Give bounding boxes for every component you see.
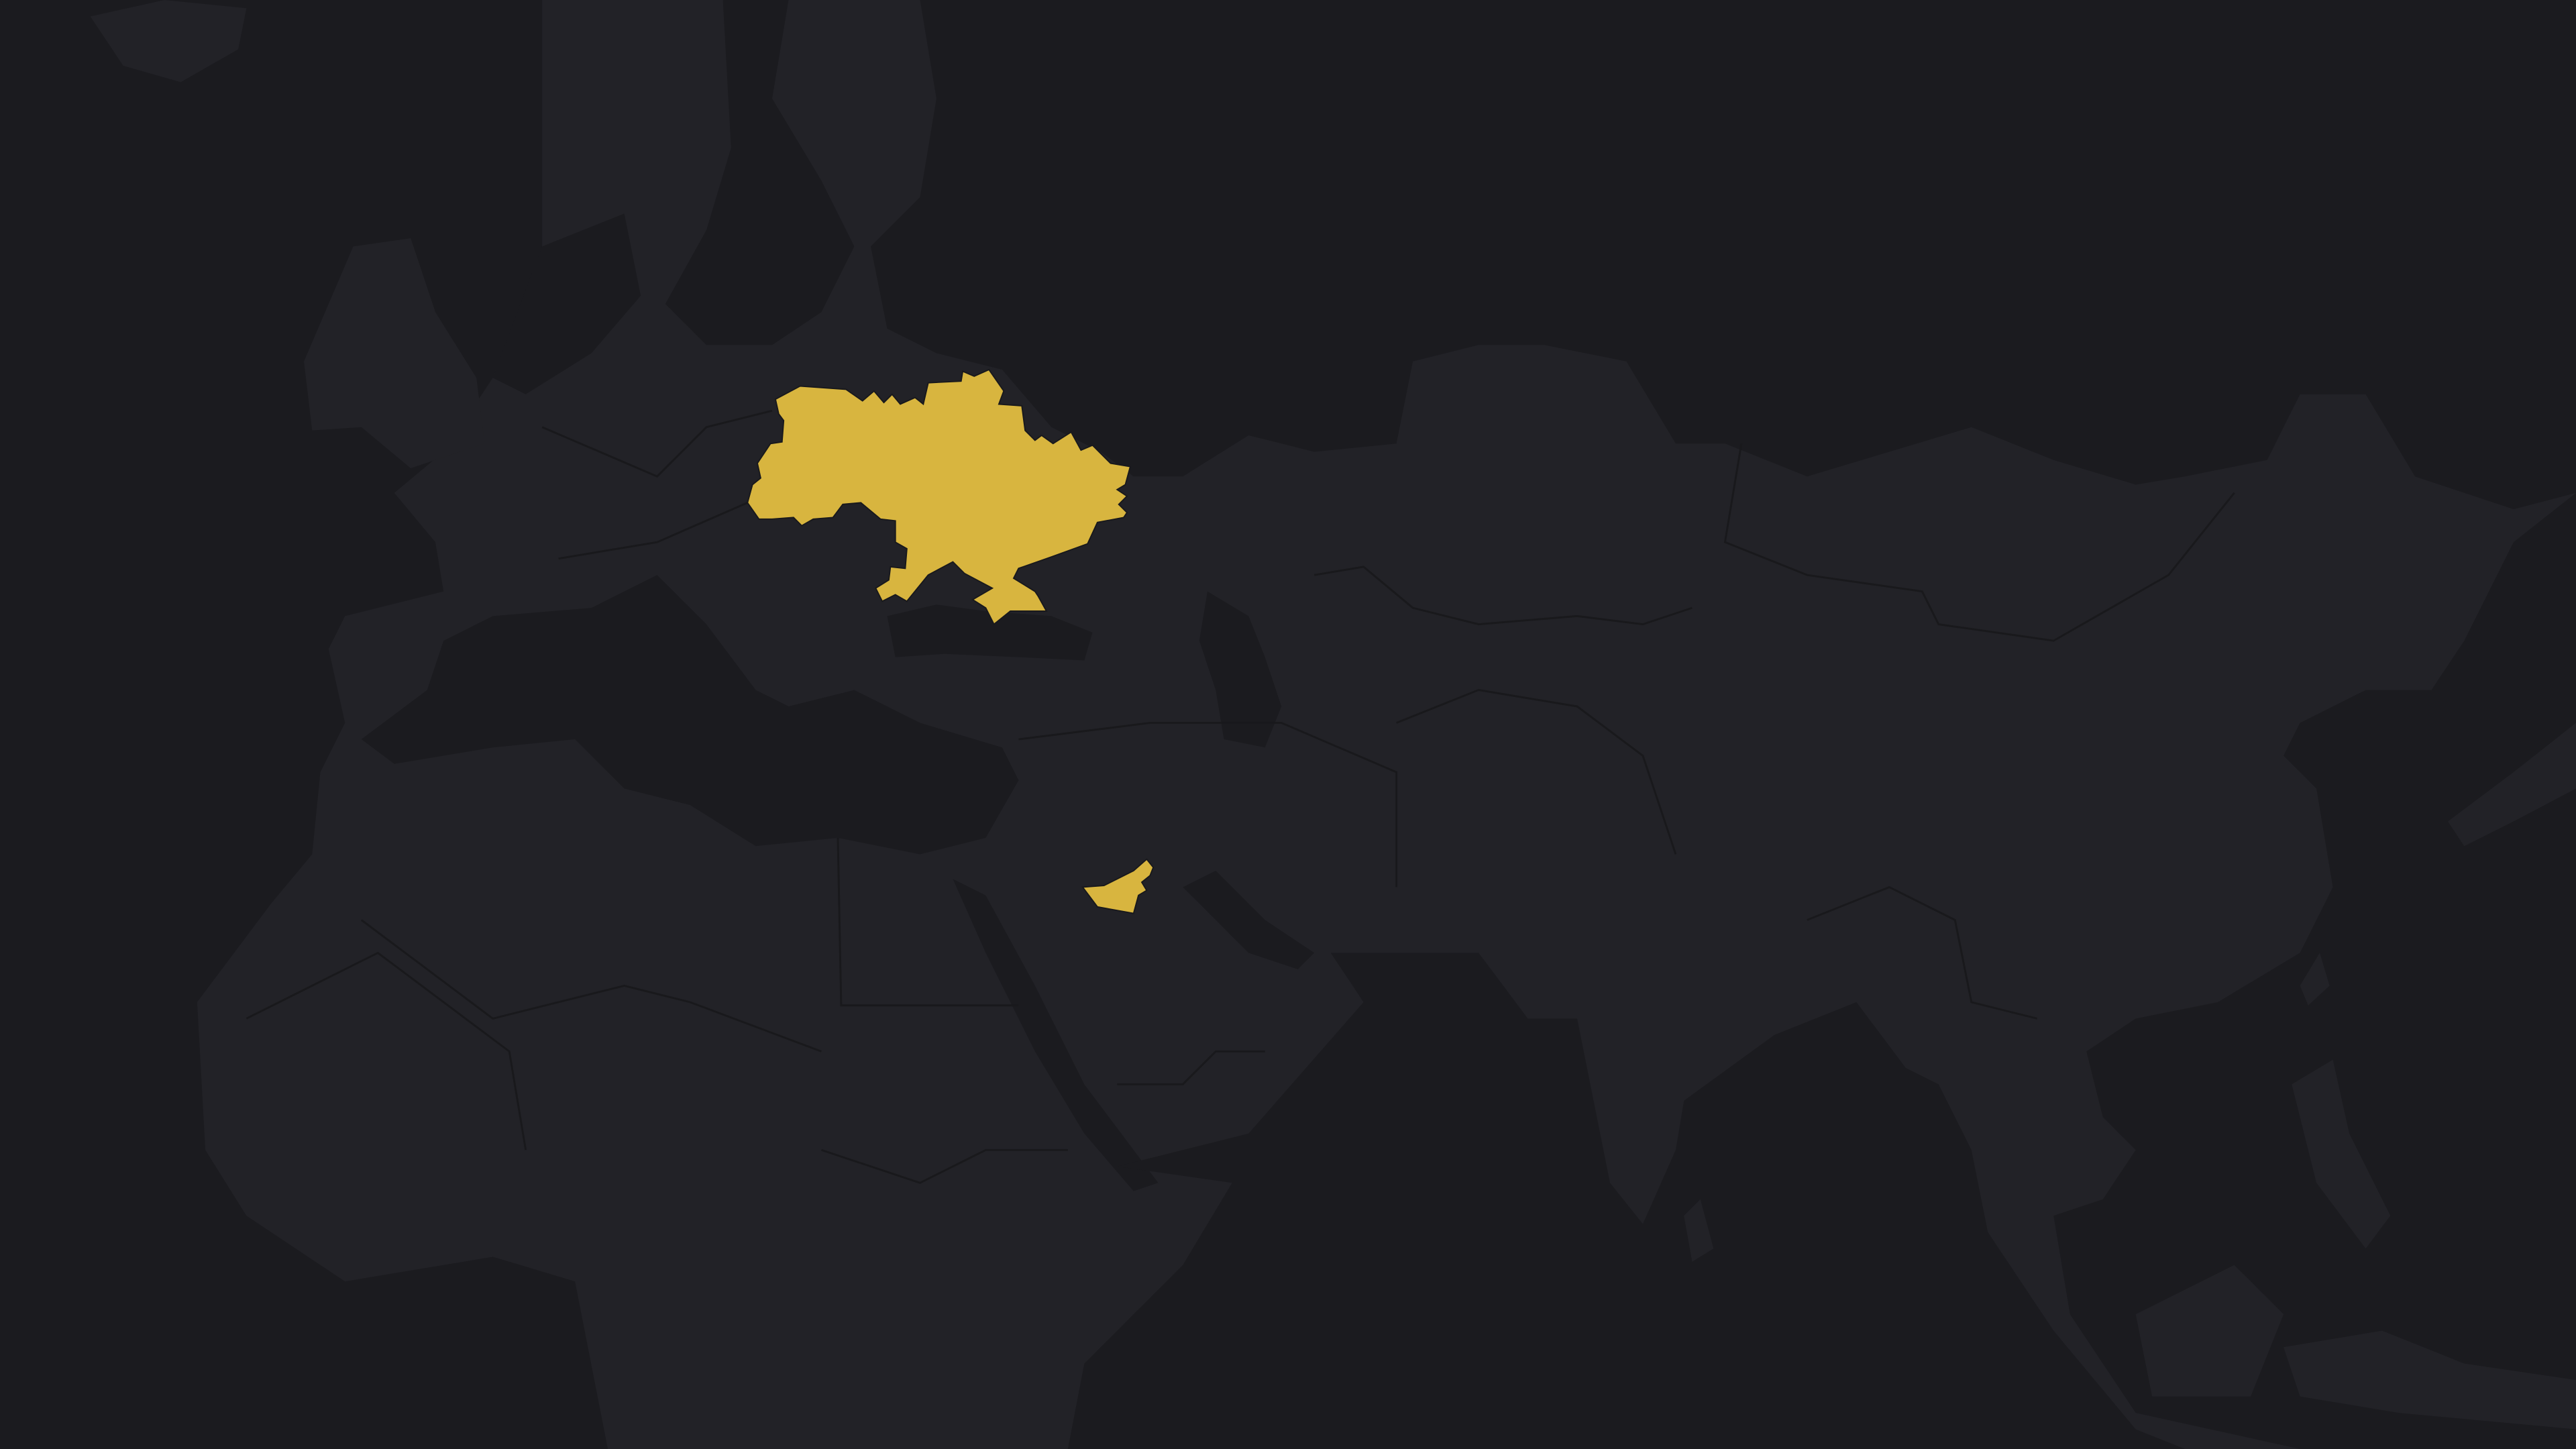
persian-gulf bbox=[1183, 870, 1315, 969]
arctic-sea bbox=[870, 0, 2576, 510]
philippines bbox=[2292, 1059, 2391, 1249]
japan bbox=[2447, 722, 2576, 847]
red-sea bbox=[953, 879, 1159, 1191]
sri-lanka bbox=[1684, 1199, 1714, 1262]
indian-ocean bbox=[1067, 953, 2186, 1449]
highlighted-regions bbox=[747, 368, 1155, 914]
highlighted-country-ukraine[interactable] bbox=[747, 368, 1132, 626]
borders bbox=[246, 409, 2235, 1184]
baltic-sea bbox=[665, 0, 855, 345]
mediterranean-sea bbox=[361, 575, 1019, 855]
great-britain bbox=[304, 238, 485, 468]
caspian-sea bbox=[1199, 591, 1282, 748]
highlighted-country-qatar[interactable] bbox=[1081, 858, 1155, 914]
islands bbox=[90, 0, 2576, 1430]
borneo bbox=[2135, 1265, 2284, 1397]
black-sea bbox=[887, 604, 1093, 661]
taiwan bbox=[2300, 953, 2330, 1006]
indonesia-islands bbox=[2284, 1330, 2576, 1430]
iceland bbox=[90, 0, 247, 83]
north-sea bbox=[492, 213, 641, 394]
